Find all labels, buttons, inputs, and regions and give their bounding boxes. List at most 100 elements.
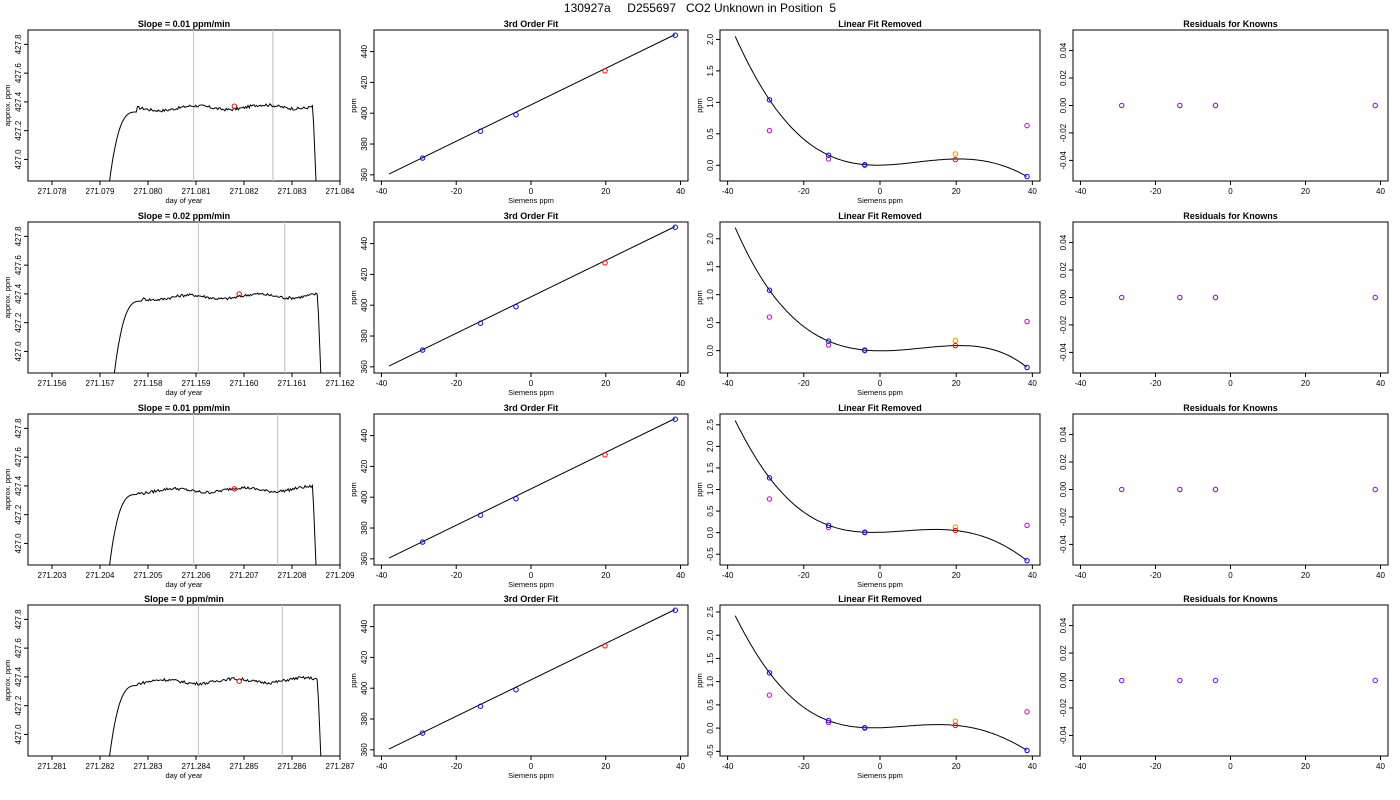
y-tick-label: 427.8 [14,609,23,630]
y-tick-label: 400 [360,490,369,504]
x-tick-label: 271.080 [134,187,163,196]
residual-point [1372,102,1378,109]
x-tick-label: 271.209 [326,571,355,580]
x-tick-label: 0 [878,571,883,580]
y-axis-label: ppm [349,673,358,688]
known-point [825,338,832,344]
panel-title: Linear Fit Removed [838,594,922,604]
y-tick-label: 427.8 [14,226,23,247]
quadratic-point [1024,122,1030,129]
x-tick-label: 271.159 [182,379,211,388]
y-tick-label: 2.0 [706,629,715,641]
x-tick-label: 0 [529,187,534,196]
panel-title: Residuals for Knowns [1183,403,1278,413]
x-tick-label: 40 [1376,379,1385,388]
x-tick-label: 271.206 [182,571,211,580]
residual-point [1212,102,1219,109]
known-point [766,287,773,293]
x-tick-label: -20 [1150,379,1162,388]
panel-title: Slope = 0.02 ppm/min [138,211,230,221]
known-point [1024,364,1030,371]
y-tick-label: 1.5 [706,65,715,77]
x-tick-label: 0 [1228,187,1233,196]
timeseries-panel: 271.156 271.157 271.158 271.159 271.160 271.1… [3,211,355,397]
unknown-point [602,68,608,74]
panel-title: 3rd Order Fit [504,594,559,604]
x-tick-label: -20 [798,571,810,580]
y-tick-label: -0.02 [1059,315,1068,334]
x-tick-label: -20 [450,571,462,580]
x-tick-label: 40 [1376,762,1385,771]
panel-title: Linear Fit Removed [838,211,922,221]
quadratic-point [1024,318,1030,325]
known-point [419,155,426,161]
y-tick-label: 427.2 [14,312,23,333]
x-tick-label: -40 [722,571,734,580]
x-tick-label: 40 [1028,379,1037,388]
y-tick-label: 420 [360,650,369,664]
y-tick-label: 427.4 [14,91,23,112]
y-tick-label: 360 [360,360,369,374]
y-tick-label: 440 [360,44,369,58]
quadratic-point [1024,522,1030,529]
y-tick-label: -0.5 [706,744,715,758]
quadratic-point [825,524,832,531]
residual-point [1177,486,1183,493]
x-tick-label: -40 [1075,187,1087,196]
y-tick-label: 0.04 [1059,426,1068,442]
x-tick-label: 40 [1028,571,1037,580]
residual-curve [734,227,1028,368]
y-tick-label: 0.02 [1059,70,1068,86]
x-axis-label: Siemens ppm [508,771,554,780]
y-tick-label: 1.5 [706,261,715,273]
timeseries-trace [109,102,317,182]
residual-point [1212,677,1219,684]
y-axis-label: ppm [695,673,704,688]
quadratic-point [825,719,832,726]
x-tick-label: 271.162 [326,379,355,388]
known-point [862,347,868,353]
y-tick-label: 0.00 [1059,481,1068,497]
x-tick-label: 0 [529,379,534,388]
panel-title: Linear Fit Removed [838,19,922,29]
y-tick-label: 0.0 [706,527,715,539]
timeseries-panel: 271.281 271.282 271.283 271.284 271.285 271.2… [3,594,355,780]
y-tick-label: 427.4 [14,666,23,687]
known-point [513,112,519,118]
plot-frame [27,29,341,182]
x-tick-label: -20 [798,379,810,388]
linear-removed-panel: -40 -20 0 20 40 -0.5 0.0 0.5 1.0 1.5 2.0 2.5 Linear … [695,594,1041,780]
y-axis-label: ppm [695,482,704,497]
x-axis-label: Siemens ppm [508,388,554,397]
x-tick-label: 0 [529,762,534,771]
x-tick-label: 271.282 [86,762,115,771]
x-tick-label: 20 [1301,187,1310,196]
y-tick-label: 400 [360,106,369,120]
residuals-panel: -40 -20 0 20 40 -0.04 -0.02 0.00 0.02 0.04 Residua… [1059,403,1389,580]
y-tick-label: 360 [360,743,369,757]
x-tick-label: 0 [878,187,883,196]
y-tick-label: 427.0 [14,149,23,170]
panel-title: 3rd Order Fit [504,403,559,413]
timeseries-panel: 271.078 271.079 271.080 271.081 271.082 271.0… [3,19,355,205]
x-tick-label: 40 [1376,187,1385,196]
y-tick-label: 420 [360,267,369,281]
x-tick-label: 271.203 [38,571,67,580]
y-tick-label: 427.0 [14,533,23,554]
residuals-panel: -40 -20 0 20 40 -0.04 -0.02 0.00 0.02 0.04 Residua… [1059,211,1389,388]
x-axis-label: day of year [165,196,203,205]
y-tick-label: 427.2 [14,504,23,525]
y-tick-label: 0.0 [706,345,715,357]
timeseries-trace [113,292,322,374]
y-axis-label: ppm [695,98,704,113]
x-tick-label: -40 [376,187,388,196]
y-tick-label: 0.00 [1059,289,1068,305]
y-tick-label: 2.5 [706,419,715,431]
y-tick-label: 0.5 [706,699,715,711]
plot-frame [27,413,341,566]
x-axis-label: Siemens ppm [857,580,903,589]
y-tick-label: 427.4 [14,283,23,304]
mean-point [236,678,242,684]
x-tick-label: 20 [1301,762,1310,771]
y-tick-label: 0.5 [706,128,715,140]
